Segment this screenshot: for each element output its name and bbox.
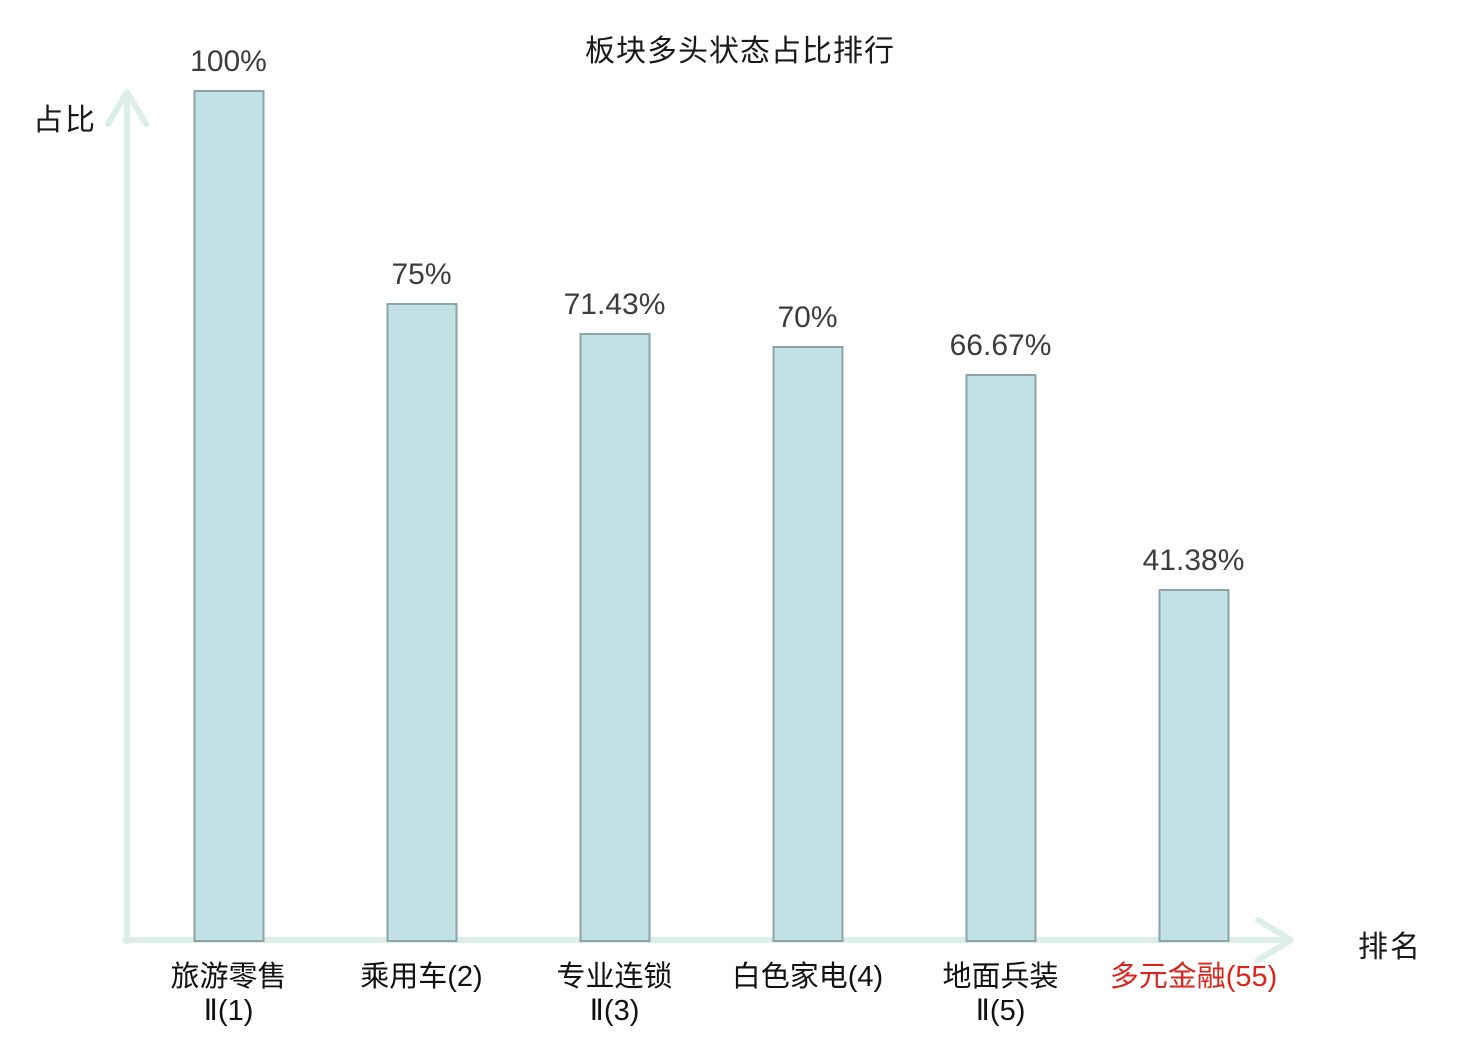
bar-column-4: 70% <box>711 90 904 942</box>
category-label-5: 地面兵装 Ⅱ(5) <box>904 960 1097 1028</box>
category-label-3: 专业连锁 Ⅱ(3) <box>518 960 711 1028</box>
category-label-line: 乘用车(2) <box>360 961 483 993</box>
bar-column-3: 71.43% <box>518 90 711 942</box>
bar-column-6: 41.38% <box>1097 90 1290 942</box>
category-label-2: 乘用车(2) <box>325 960 518 1028</box>
bar-column-2: 75% <box>325 90 518 942</box>
bar-2 <box>386 303 457 942</box>
value-label-2: 75% <box>391 258 452 291</box>
category-label-4: 白色家电(4) <box>711 960 904 1028</box>
bar-6 <box>1158 589 1229 942</box>
value-label-5: 66.67% <box>949 328 1052 362</box>
category-label-line: 多元金融(55) <box>1109 961 1278 993</box>
bar-4 <box>772 345 843 942</box>
y-axis-label: 占比 <box>33 104 97 137</box>
value-label-3: 71.43% <box>563 288 666 322</box>
bar-column-1: 100% <box>132 45 325 942</box>
category-label-1: 旅游零售 Ⅱ(1) <box>132 960 325 1028</box>
value-label-1: 100% <box>190 45 267 78</box>
category-label-6: 多元金融(55) <box>1097 960 1290 1028</box>
chart-title: 板块多头状态占比排行 <box>585 35 895 68</box>
category-label-line: 旅游零售 <box>170 961 287 993</box>
value-label-6: 41.38% <box>1142 544 1245 578</box>
x-axis-label: 排名 <box>1358 931 1422 964</box>
bar-3 <box>579 333 650 942</box>
bar-5 <box>965 373 1036 942</box>
category-axis: 旅游零售 Ⅱ(1) 乘用车(2) 专业连锁 Ⅱ(3) 白色家电(4) 地面兵装 Ⅱ(5) 多元金… <box>132 960 1290 1028</box>
plot-area: 100% 75% 71.43% 70% 66.67% 41.38% <box>132 45 1290 942</box>
category-label-line: 白色家电(4) <box>731 961 884 993</box>
category-label-line: 地面兵装 <box>942 961 1059 993</box>
value-label-4: 70% <box>777 300 838 334</box>
category-label-line: Ⅱ(1) <box>203 995 254 1027</box>
category-label-line: Ⅱ(5) <box>975 995 1026 1027</box>
category-label-line: 专业连锁 <box>556 961 673 993</box>
bar-1 <box>193 90 264 942</box>
category-label-line: Ⅱ(3) <box>589 995 640 1027</box>
bar-column-5: 66.67% <box>904 90 1097 942</box>
